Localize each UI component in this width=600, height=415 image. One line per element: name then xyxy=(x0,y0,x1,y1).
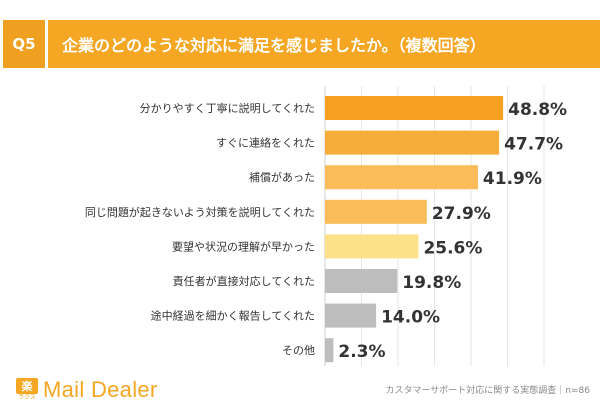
bar xyxy=(325,130,500,155)
category-label: 責任者が直接対応してくれた xyxy=(173,274,315,288)
bar xyxy=(325,234,419,259)
question-title: 企業のどのような対応に満足を感じましたか。（複数回答） xyxy=(48,20,600,68)
value-label: 41.9% xyxy=(483,169,542,189)
label-layer: 分かりやすく丁寧に説明してくれた 48.8% すぐに連絡をくれた 47.7% 補償があっ… xyxy=(85,100,567,362)
bar xyxy=(325,338,334,363)
bar xyxy=(325,199,427,224)
bar xyxy=(325,165,478,190)
category-label: その他 xyxy=(282,344,315,357)
category-label: 補償があった xyxy=(249,170,315,184)
value-label: 48.8% xyxy=(508,100,567,120)
rakus-logo-icon: 楽 ラクス xyxy=(16,378,38,402)
logo-text: Mail Dealer xyxy=(43,377,158,402)
category-label: 要望や状況の理解が早かった xyxy=(172,239,315,253)
bar xyxy=(325,96,504,120)
question-header: Q5 企業のどのような対応に満足を感じましたか。（複数回答） xyxy=(0,20,600,68)
category-label: 同じ問題が起きないよう対策を説明してくれた xyxy=(85,205,315,219)
value-label: 47.7% xyxy=(504,135,563,155)
bar xyxy=(325,303,377,328)
logo-mark-sub: ラクス xyxy=(18,394,36,401)
value-label: 25.6% xyxy=(423,238,482,258)
category-label: 分かりやすく丁寧に説明してくれた xyxy=(140,101,315,115)
value-label: 27.9% xyxy=(432,204,491,224)
survey-source-note: カスタマーサポート対応に関する実態調査｜n=86 xyxy=(385,386,590,396)
bar-layer xyxy=(325,96,504,363)
category-label: すぐに連絡をくれた xyxy=(216,136,315,150)
value-label: 14.0% xyxy=(381,308,440,328)
value-label: 2.3% xyxy=(338,342,385,362)
value-label: 19.8% xyxy=(402,273,461,293)
logo-mark-glyph: 楽 xyxy=(16,378,38,394)
category-label: 途中経過を細かく報告してくれた xyxy=(151,309,315,323)
bar xyxy=(325,269,398,293)
mail-dealer-logo: 楽 ラクス Mail Dealer xyxy=(16,376,158,404)
question-number-badge: Q5 xyxy=(3,20,45,68)
